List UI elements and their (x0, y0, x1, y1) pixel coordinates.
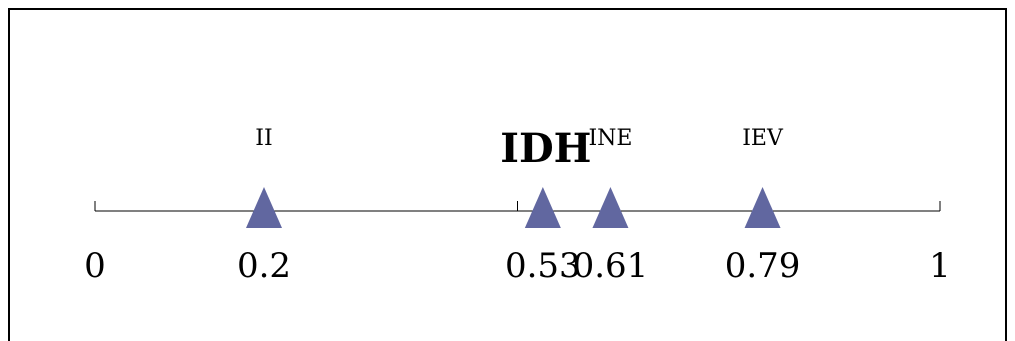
marker-triangle-idh (524, 187, 561, 228)
diagram-frame (8, 8, 1007, 341)
marker-value-ine: 0.61 (573, 246, 649, 286)
marker-name-ine: INE (588, 126, 632, 151)
axis-max-label: 1 (929, 246, 951, 286)
marker-name-ii: II (255, 126, 272, 151)
marker-value-idh: 0.53 (505, 246, 581, 286)
axis-min-label: 0 (84, 246, 106, 286)
marker-triangle-ine (592, 187, 629, 228)
marker-value-iev: 0.79 (725, 246, 801, 286)
marker-name-iev: IEV (742, 126, 784, 151)
marker-triangle-iev (744, 187, 781, 228)
marker-value-ii: 0.2 (237, 246, 291, 286)
marker-triangle-ii (246, 187, 282, 228)
marker-name-idh: IDH (500, 125, 591, 172)
